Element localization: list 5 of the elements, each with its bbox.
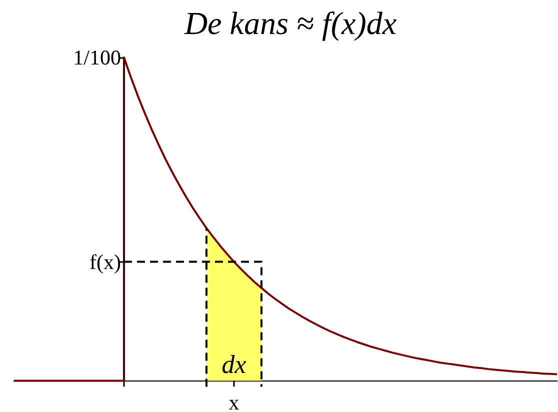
chart-title: De kans ≈ f(x)dx xyxy=(183,5,397,41)
text: x xyxy=(228,390,240,412)
annotation: 1/100 xyxy=(73,46,121,70)
annotation: f(x) xyxy=(89,250,121,274)
annotation: dx xyxy=(222,350,247,380)
